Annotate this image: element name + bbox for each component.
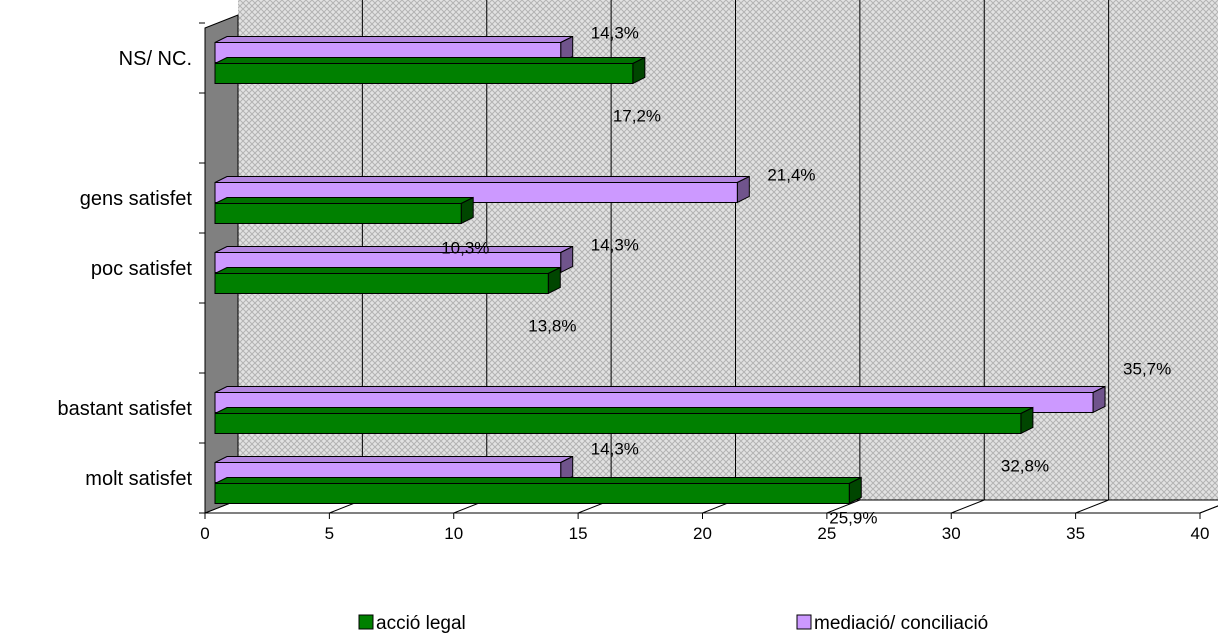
data-label-accio-legal: 10,3%: [441, 239, 489, 258]
data-label-mediacio: 35,7%: [1123, 360, 1171, 379]
category-label: NS/ NC.: [119, 48, 192, 70]
x-tick-label: 10: [444, 524, 463, 543]
x-tick-label: 25: [817, 524, 836, 543]
bar-accio-legal: [214, 196, 474, 225]
category-label: molt satisfet: [85, 468, 192, 490]
bar-accio-legal: [214, 56, 646, 85]
floor-line: [826, 499, 861, 514]
data-label-accio-legal: 13,8%: [528, 317, 576, 336]
x-tick-label: 0: [200, 524, 209, 543]
floor-line: [951, 499, 985, 514]
category-label: poc satisfet: [91, 258, 193, 280]
legend: acció legal mediació/ conciliació: [358, 613, 988, 634]
data-label-mediacio: 14,3%: [591, 440, 639, 459]
legend-label-accio-legal: acció legal: [376, 613, 466, 634]
x-tick-label: 30: [942, 524, 961, 543]
bar-accio-legal: [214, 406, 1034, 435]
bar-accio-legal: [214, 266, 561, 295]
x-tick-label: 35: [1066, 524, 1085, 543]
axes: 0 5 10 15 20 25 30 35 40 molt satisfet bastant sat…: [57, 22, 1210, 543]
category-label: gens satisfet: [80, 188, 193, 210]
data-label-accio-legal: 32,8%: [1001, 457, 1049, 476]
bar-accio-legal: [214, 476, 862, 505]
legend-label-mediacio: mediació/ conciliació: [814, 613, 988, 634]
data-label-accio-legal: 17,2%: [613, 107, 661, 126]
x-tick-label: 20: [693, 524, 712, 543]
data-label-mediacio: 14,3%: [591, 24, 639, 43]
legend-swatch-mediacio: [796, 614, 812, 630]
category-label: bastant satisfet: [57, 398, 192, 420]
x-tick-label: 5: [325, 524, 334, 543]
floor-line: [1075, 499, 1109, 514]
x-tick-label: 15: [569, 524, 588, 543]
x-tick-label: 40: [1191, 524, 1210, 543]
bars: [214, 35, 1106, 505]
back-wall: [238, 0, 1218, 500]
data-labels: 14,3% 25,9% 35,7% 32,8% 14,3% 13,8% 21,4% 10,3%…: [441, 24, 1171, 528]
data-label-mediacio: 14,3%: [591, 236, 639, 255]
data-label-mediacio: 21,4%: [767, 166, 815, 185]
legend-swatch-accio-legal: [358, 614, 374, 630]
floor-line: [1199, 505, 1218, 514]
data-label-accio-legal: 25,9%: [829, 509, 877, 528]
